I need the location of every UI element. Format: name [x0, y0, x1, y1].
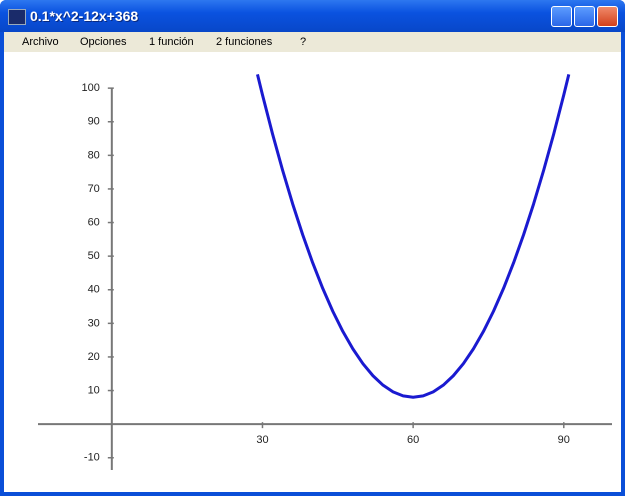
x-tick-label: 90 — [558, 434, 570, 446]
y-tick-label: 80 — [88, 149, 100, 161]
y-tick-label: 10 — [88, 384, 100, 396]
y-tick-label: 70 — [88, 183, 100, 195]
y-tick-label: 50 — [88, 250, 100, 262]
y-tick-label: 100 — [81, 82, 99, 94]
chart: -10 10 20 30 40 50 60 70 80 90 100 30 60 90 — [0, 0, 625, 496]
y-tick-label: -10 — [84, 452, 100, 464]
y-tick-label: 40 — [88, 284, 100, 296]
x-tick-label: 60 — [407, 434, 419, 446]
y-tick-label: 20 — [88, 351, 100, 363]
x-tick-label: 30 — [256, 434, 268, 446]
curve — [257, 74, 568, 397]
y-tick-label: 90 — [88, 116, 100, 128]
y-tick-label: 30 — [88, 317, 100, 329]
y-tick-label: 60 — [88, 216, 100, 228]
